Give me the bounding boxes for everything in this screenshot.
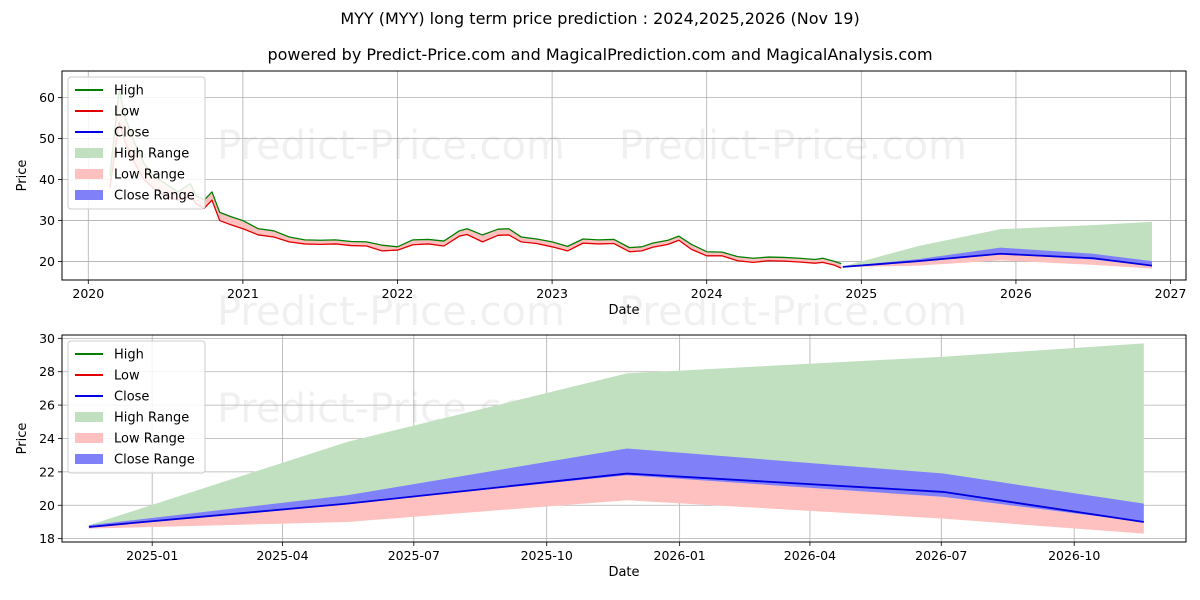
close-line [842,252,1153,268]
legend-label: Close Range [114,189,195,204]
legend-label: Low Range [114,432,185,447]
axes-frame [61,334,1187,543]
y-tick-label: 30 [39,331,55,346]
x-tick-label: 2025-07 [388,548,440,563]
legend-swatch-4 [75,169,103,179]
y-tick-label: 22 [39,464,55,479]
legend-label: Close Range [114,453,195,468]
y-tick-label: 30 [39,213,55,228]
x-tick-label: 2026-07 [915,548,967,563]
legend: High Low Close High Range Low Range Close Ran… [67,76,206,210]
close-line [88,472,1144,528]
legend: High Low Close High Range Low Range Close Ran… [67,340,206,474]
legend-label: Low Range [114,168,185,183]
y-tick-label: 20 [39,254,55,269]
long-term-chart: Predict-Price.com Predict-Price.com Predic… [15,70,1187,335]
y-axis-label: Price [15,160,30,192]
x-tick-label: 2020 [72,286,104,301]
y-tick-label: 40 [39,172,55,187]
x-axis-label: Date [608,565,639,580]
low-range-band [88,473,1144,534]
x-tick-label: 2025-01 [126,548,178,563]
x-axis-label: Date [608,303,639,318]
legend-swatch-5 [75,190,103,200]
chart-subtitle: powered by Predict-Price.com and Magical… [267,45,933,64]
x-tick-label: 2025-10 [521,548,573,563]
low-range-band [842,253,1152,269]
legend-swatch-3 [75,148,103,158]
watermark-text: Predict-Price.com [217,123,565,169]
x-tick-label: 2027 [1155,286,1187,301]
x-tick-label: 2021 [227,286,259,301]
y-tick-label: 18 [39,531,55,546]
x-tick-label: 2026-01 [654,548,706,563]
x-tick-label: 2022 [382,286,414,301]
x-tick-label: 2025-04 [256,548,308,563]
plot-area [88,343,1144,534]
chart-title: MYY (MYY) long term price prediction : 2… [340,9,860,28]
x-tick-label: 2026-10 [1048,548,1100,563]
legend-label: Close [114,126,149,141]
legend-label: Close [114,390,149,405]
y-tick-label: 24 [39,431,55,446]
legend-label: High [114,84,144,99]
y-tick-label: 28 [39,364,55,379]
y-tick-label: 26 [39,398,55,413]
legend-swatch-3 [75,412,103,422]
y-tick-label: 60 [39,90,55,105]
x-tick-label: 2023 [536,286,568,301]
legend-label: High [114,348,144,363]
legend-label: High Range [114,147,189,162]
x-tick-label: 2025 [845,286,877,301]
legend-swatch-5 [75,454,103,464]
watermark-text: Predict-Price.com [217,289,565,335]
y-axis-label: Price [15,423,30,455]
axes-frame [61,70,1187,281]
x-tick-label: 2026 [1000,286,1032,301]
x-tick-label: 2024 [691,286,723,301]
legend-swatch-4 [75,433,103,443]
y-tick-label: 50 [39,131,55,146]
plot-area [109,88,1153,269]
legend-label: Low [114,369,140,384]
y-tick-label: 20 [39,498,55,513]
close-range-band [88,448,1144,527]
x-tick-label: 2026-04 [784,548,836,563]
legend-label: Low [114,105,140,120]
watermark-text: Predict-Price.com [619,123,967,169]
watermark-text: Predict-Price.com [619,289,967,335]
legend-label: High Range [114,411,189,426]
